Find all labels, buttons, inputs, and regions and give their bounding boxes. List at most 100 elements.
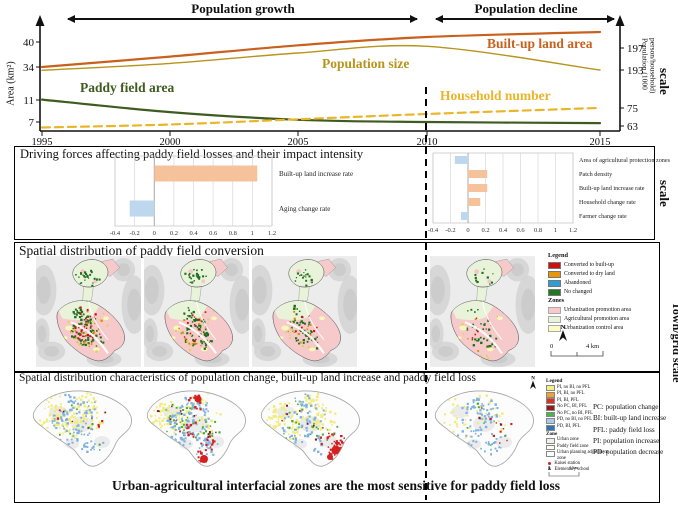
legend-swatch xyxy=(546,385,555,392)
zones-title: Zones xyxy=(548,297,565,304)
legend-item: PI, BI, PFL xyxy=(546,398,618,405)
svg-text:2005: 2005 xyxy=(288,137,309,148)
population-growth-label: Population growth xyxy=(191,1,295,16)
zone-label: Urban planning adjustment zone xyxy=(557,450,609,461)
svg-text:Household change rate: Household change rate xyxy=(579,199,636,206)
legend-label: PI, BI, PFL xyxy=(557,397,579,403)
legend-swatch xyxy=(548,315,561,324)
legend-label: Converted to dry land xyxy=(564,270,615,277)
svg-text:-0.4: -0.4 xyxy=(110,230,121,237)
time-series-chart: 1995 2000 2005 2010 2015 40 34 11 7 197 193 75 63 xyxy=(23,15,644,148)
point-item: ♟ Elementary school xyxy=(546,467,618,473)
abbreviation-line: PFL: paddy field loss xyxy=(593,425,655,434)
svg-text:75: 75 xyxy=(627,103,639,115)
left-axis-label: Area (km²) xyxy=(5,61,17,106)
legend-label: PD, no BI, no PFL xyxy=(557,417,593,423)
abbreviation-line: PC: population change; xyxy=(593,403,661,411)
legend-title: Legend xyxy=(546,378,563,384)
series-population-size xyxy=(41,44,601,71)
svg-text:0.8: 0.8 xyxy=(229,230,237,237)
pcbipfl-map-2 xyxy=(146,390,246,467)
legend-item: Converted to built-up xyxy=(548,261,656,270)
svg-text:0: 0 xyxy=(548,465,551,470)
svg-text:Patch density: Patch density xyxy=(579,171,613,178)
svg-text:0.6: 0.6 xyxy=(516,227,525,234)
abbreviation-line: PI: population increase xyxy=(593,436,660,445)
pcbipfl-panel-box xyxy=(14,371,660,503)
legend-item: No changed xyxy=(548,288,656,297)
svg-text:N: N xyxy=(531,377,535,382)
svg-text:Area of agricultural protectio: Area of agricultural protection zones xyxy=(579,157,671,164)
legend-label: PI, BI, no PFL xyxy=(557,391,585,397)
svg-text:34: 34 xyxy=(23,62,35,74)
legend-title: Legend xyxy=(548,252,568,259)
legend-swatch xyxy=(546,391,555,398)
series-household-number xyxy=(40,106,602,129)
right-axis-label: Population (1000 person/household) xyxy=(640,38,658,94)
population-size-label: Population size xyxy=(322,56,410,71)
station-dot-icon xyxy=(547,461,552,466)
svg-text:0.6: 0.6 xyxy=(209,230,218,237)
conversion-legend: Legend Converted to built-up Converted to … xyxy=(548,252,656,333)
svg-text:0: 0 xyxy=(153,230,156,237)
abbreviation-line: BI: built-up land increase xyxy=(593,414,667,423)
svg-text:0.2: 0.2 xyxy=(481,227,489,234)
conclusion-text: Urban-agricultural interfacial zones are… xyxy=(112,478,560,493)
legend-label: Urbanization promotion area xyxy=(564,306,631,313)
svg-text:2000: 2000 xyxy=(160,137,181,148)
svg-text:1.2: 1.2 xyxy=(268,230,276,237)
zone-item: Urban planning adjustment zone xyxy=(546,450,618,461)
pcbipfl-map-3 xyxy=(260,390,360,467)
top-scale-label: scale xyxy=(657,68,672,95)
svg-text:-0.4: -0.4 xyxy=(428,227,439,234)
svg-text:0: 0 xyxy=(466,227,469,234)
legend-swatch xyxy=(548,270,561,279)
zone-item: Urban zone xyxy=(546,437,618,444)
svg-text:11: 11 xyxy=(23,95,34,107)
pcbipfl-panel-title: Spatial distribution characteristics of … xyxy=(19,372,477,384)
svg-text:0.4: 0.4 xyxy=(189,230,198,237)
svg-text:63: 63 xyxy=(627,121,639,133)
year-2010-dashed-divider xyxy=(425,87,427,500)
legend-item: PI, no BI, no PFL xyxy=(546,385,618,392)
svg-text:Aging change rate: Aging change rate xyxy=(279,205,330,213)
svg-text:40: 40 xyxy=(23,37,35,49)
school-figure-icon: ♟ xyxy=(547,466,552,473)
conversion-map-4 xyxy=(430,256,535,367)
point-item: Kaisei station xyxy=(546,461,618,467)
legend-item: Agricultural promotion area xyxy=(548,315,656,324)
zone-title: Zone xyxy=(546,430,558,437)
pcbipfl-map-1 xyxy=(32,390,132,467)
legend-item: PD, BI, PFL xyxy=(546,424,618,431)
svg-text:-0.2: -0.2 xyxy=(129,230,139,237)
legend-swatch xyxy=(548,306,561,315)
legend-swatch xyxy=(546,405,555,411)
series-built-up-land-area xyxy=(40,30,602,69)
population-decline-label: Population decline xyxy=(474,1,578,16)
legend-item: PD, no BI, no PFL xyxy=(546,417,618,425)
zone-label: Paddy field zone xyxy=(557,443,589,449)
legend-item: No PC, BI, PFL xyxy=(546,404,618,411)
series-paddy-field-area xyxy=(40,98,602,125)
legend-label: Abandoned xyxy=(564,279,591,286)
conversion-scale-bar: 0 4 km xyxy=(550,343,604,357)
driving-forces-bar-charts: -0.4 -0.2 0 0.2 0.4 0.6 0.8 1 1.2 Built-up land i… xyxy=(110,152,671,237)
svg-text:1: 1 xyxy=(251,230,254,237)
legend-label: No PC, no BI, PFL xyxy=(557,410,593,416)
point-label: Elementary school xyxy=(554,467,590,473)
legend-swatch xyxy=(548,261,561,270)
built-up-land-area-label: Built-up land area xyxy=(487,36,593,51)
legend-item: Urbanization promotion area xyxy=(548,306,656,315)
conversion-map-3 xyxy=(252,256,357,367)
town-grid-scale-label: Town/grid scale xyxy=(670,302,678,383)
zone-label: Urban zone xyxy=(557,437,579,443)
svg-text:1 km: 1 km xyxy=(569,465,579,470)
svg-text:0.4: 0.4 xyxy=(499,227,508,234)
svg-text:193: 193 xyxy=(627,65,644,77)
driving-forces-title: Driving forces affecting paddy field los… xyxy=(20,147,364,161)
north-letter: N xyxy=(561,324,566,331)
svg-text:4 km: 4 km xyxy=(586,343,599,350)
abbreviation-line: PD: population decrease xyxy=(593,448,664,457)
legend-label: Urbanization control area xyxy=(564,324,624,331)
legend-swatch xyxy=(548,279,561,288)
